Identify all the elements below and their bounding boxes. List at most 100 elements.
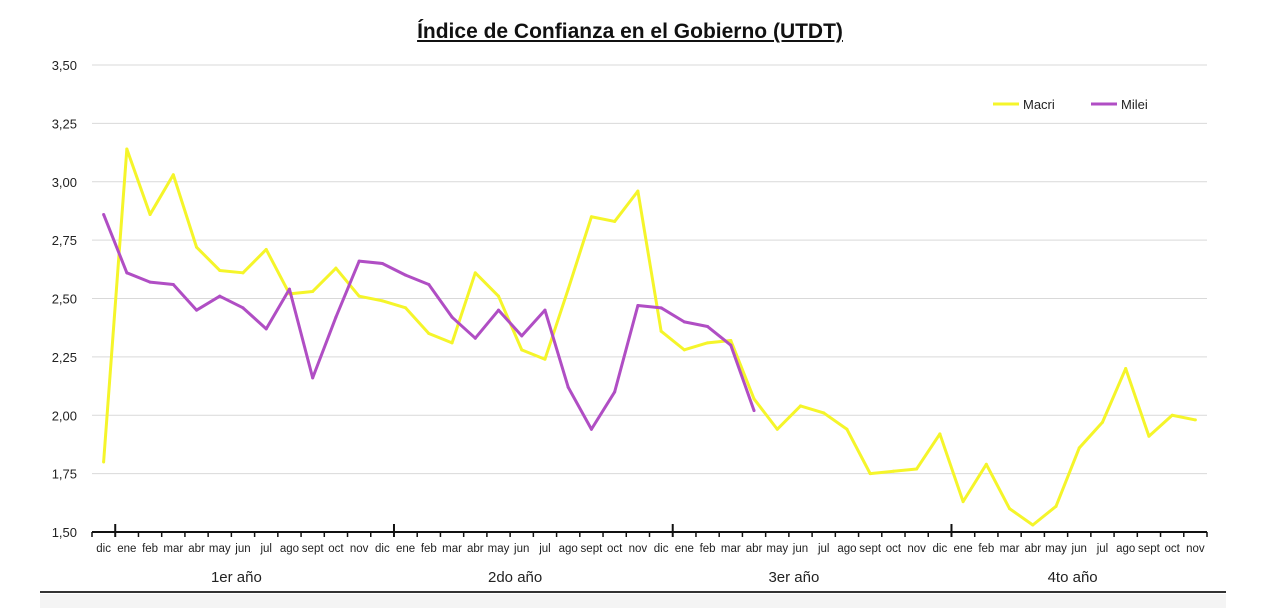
- x-tick-label: abr: [1024, 543, 1041, 555]
- x-tick-label: feb: [421, 543, 437, 555]
- data-point-macri: [798, 404, 802, 408]
- x-tick-label: jul: [1096, 543, 1109, 555]
- data-point-macri: [1170, 413, 1174, 417]
- data-point-milei: [427, 282, 431, 286]
- series-line-milei: [102, 213, 756, 431]
- x-tick-label: dic: [654, 543, 669, 555]
- x-tick-label: sept: [302, 543, 325, 555]
- x-tick-label: jun: [792, 543, 808, 555]
- x-tick-label: sept: [859, 543, 882, 555]
- x-tick-label: nov: [629, 543, 648, 555]
- data-point-milei: [450, 315, 454, 319]
- x-group-label: 2do año: [488, 569, 542, 586]
- data-point-macri: [1054, 504, 1058, 508]
- x-tick-label: feb: [978, 543, 994, 555]
- data-point-milei: [613, 390, 617, 394]
- y-tick-label: 3,50: [52, 58, 77, 73]
- data-point-milei: [729, 343, 733, 347]
- data-point-macri: [1031, 523, 1035, 527]
- y-tick-label: 2,00: [52, 408, 77, 423]
- x-tick-label: jul: [538, 543, 551, 555]
- x-group-label: 4to año: [1048, 569, 1098, 586]
- data-point-macri: [148, 212, 152, 216]
- data-point-milei: [589, 427, 593, 431]
- data-point-milei: [659, 306, 663, 310]
- x-tick-label: nov: [1186, 543, 1205, 555]
- data-point-milei: [102, 212, 106, 216]
- data-point-macri: [822, 411, 826, 415]
- y-tick-label: 2,25: [52, 350, 77, 365]
- data-point-macri: [264, 247, 268, 251]
- x-tick-label: mar: [721, 543, 741, 555]
- x-tick-label: abr: [188, 543, 205, 555]
- data-point-macri: [450, 341, 454, 345]
- data-point-milei: [218, 294, 222, 298]
- data-point-milei: [520, 334, 524, 338]
- y-tick-label: 1,50: [52, 525, 77, 540]
- x-tick-label: feb: [700, 543, 716, 555]
- data-point-macri: [404, 306, 408, 310]
- x-tick-label: oct: [328, 543, 344, 555]
- x-tick-label: ago: [280, 543, 299, 555]
- x-tick-label: dic: [375, 543, 390, 555]
- data-point-macri: [589, 215, 593, 219]
- x-tick-label: ago: [837, 543, 856, 555]
- data-point-milei: [682, 320, 686, 324]
- y-tick-label: 2,75: [52, 233, 77, 248]
- data-point-milei: [171, 282, 175, 286]
- data-point-macri: [775, 427, 779, 431]
- data-point-milei: [473, 336, 477, 340]
- data-point-macri: [938, 432, 942, 436]
- data-point-macri: [868, 472, 872, 476]
- bottom-divider: [40, 591, 1226, 593]
- data-point-macri: [497, 294, 501, 298]
- x-tick-label: may: [209, 543, 231, 555]
- data-point-macri: [752, 397, 756, 401]
- x-group-label: 3er año: [768, 569, 819, 586]
- x-tick-label: ene: [954, 543, 973, 555]
- data-point-macri: [473, 271, 477, 275]
- data-point-macri: [218, 268, 222, 272]
- x-tick-label: mar: [442, 543, 462, 555]
- data-point-macri: [1008, 507, 1012, 511]
- data-point-macri: [357, 294, 361, 298]
- x-tick-label: jul: [259, 543, 272, 555]
- data-point-milei: [241, 306, 245, 310]
- data-point-macri: [427, 332, 431, 336]
- data-point-milei: [195, 308, 199, 312]
- data-point-macri: [1147, 434, 1151, 438]
- x-tick-label: abr: [746, 543, 763, 555]
- x-tick-label: may: [766, 543, 788, 555]
- bottom-shade: [40, 594, 1226, 608]
- x-tick-label: feb: [142, 543, 158, 555]
- data-point-macri: [171, 173, 175, 177]
- x-tick-label: ago: [559, 543, 578, 555]
- data-point-milei: [566, 385, 570, 389]
- x-tick-label: jul: [817, 543, 830, 555]
- data-point-milei: [357, 259, 361, 263]
- y-tick-label: 3,00: [52, 175, 77, 190]
- data-point-milei: [334, 315, 338, 319]
- data-point-macri: [1077, 446, 1081, 450]
- x-tick-label: dic: [933, 543, 948, 555]
- data-point-macri: [1124, 367, 1128, 371]
- data-point-macri: [380, 299, 384, 303]
- data-point-macri: [961, 500, 965, 504]
- x-tick-label: may: [1045, 543, 1067, 555]
- x-tick-label: ene: [396, 543, 415, 555]
- data-point-macri: [891, 469, 895, 473]
- x-tick-label: mar: [1000, 543, 1020, 555]
- x-tick-label: nov: [350, 543, 369, 555]
- x-tick-label: oct: [886, 543, 902, 555]
- x-tick-label: sept: [581, 543, 604, 555]
- data-point-milei: [497, 308, 501, 312]
- x-tick-label: ene: [117, 543, 136, 555]
- x-tick-label: oct: [607, 543, 623, 555]
- data-point-macri: [543, 357, 547, 361]
- data-point-macri: [636, 189, 640, 193]
- data-point-milei: [125, 271, 129, 275]
- x-tick-label: jun: [513, 543, 529, 555]
- x-tick-label: ene: [675, 543, 694, 555]
- data-point-macri: [1100, 420, 1104, 424]
- data-point-macri: [334, 266, 338, 270]
